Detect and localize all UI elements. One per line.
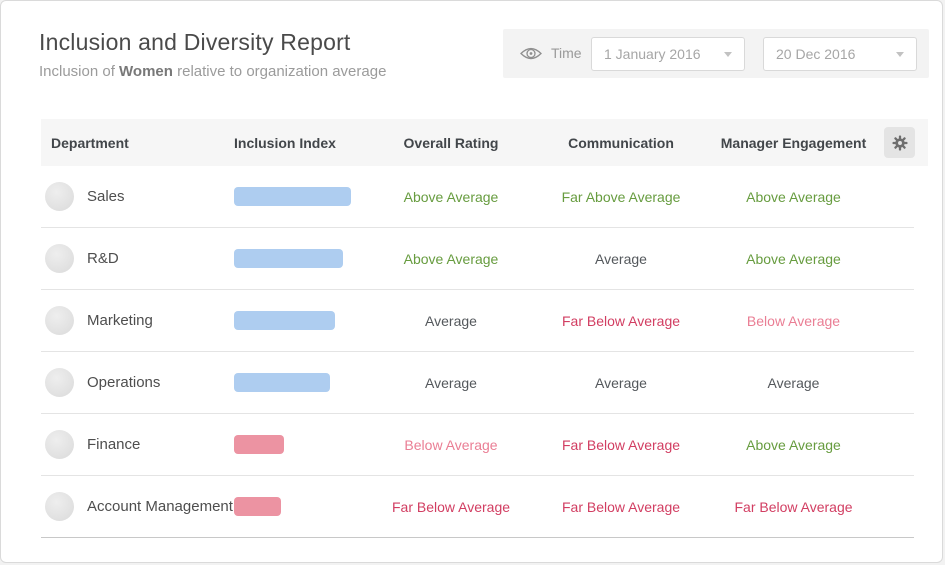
communication-value: Far Below Average <box>561 312 681 329</box>
communication-value: Average <box>595 250 647 267</box>
manager-engagement-value: Above Average <box>746 188 841 205</box>
communication-value: Average <box>595 374 647 391</box>
avatar <box>45 244 74 273</box>
avatar <box>45 306 74 335</box>
title-block: Inclusion and Diversity Report Inclusion… <box>39 29 386 80</box>
manager-engagement-value: Far Below Average <box>734 498 853 515</box>
page-title: Inclusion and Diversity Report <box>39 29 351 55</box>
overall-rating-value: Below Average <box>404 436 498 453</box>
inclusion-index-cell <box>234 311 371 330</box>
column-header-department: Department <box>51 134 129 151</box>
manager-engagement-value: Above Average <box>746 250 841 267</box>
department-cell: Marketing <box>41 306 234 335</box>
table-row[interactable]: Finance Below Average Far Below Average … <box>41 414 914 476</box>
subtitle-prefix: Inclusion of <box>39 63 120 80</box>
overall-rating-value: Far Below Average <box>391 498 511 515</box>
table-row[interactable]: Account Management Far Below Average Far… <box>41 476 914 538</box>
overall-rating-value: Above Average <box>403 250 499 267</box>
column-header-inclusion-index: Inclusion Index <box>234 134 336 151</box>
subtitle-suffix: relative to organization average <box>172 63 387 80</box>
department-cell: Operations <box>41 368 234 397</box>
gear-icon <box>892 135 907 150</box>
avatar <box>45 368 74 397</box>
inclusion-index-cell <box>234 435 371 454</box>
manager-engagement-value: Above Average <box>746 436 841 453</box>
overall-rating-value: Average <box>425 374 477 391</box>
department-name: Finance <box>87 436 141 453</box>
inclusion-index-cell <box>234 497 371 516</box>
eye-icon <box>519 45 543 67</box>
department-name: Account Management <box>87 498 233 515</box>
column-header-communication: Communication <box>568 134 674 151</box>
avatar <box>45 182 74 211</box>
subtitle-group: Women <box>119 63 173 80</box>
inclusion-index-bar <box>234 249 343 268</box>
table-row[interactable]: Operations Average Average Average <box>41 352 914 414</box>
overall-rating-value: Above Average <box>403 188 499 205</box>
inclusion-index-bar <box>234 435 284 454</box>
settings-button[interactable] <box>884 127 915 158</box>
department-cell: Sales <box>41 182 234 211</box>
table-header: Department Inclusion Index Overall Ratin… <box>41 119 928 166</box>
inclusion-index-cell <box>234 373 371 392</box>
department-cell: R&D <box>41 244 234 273</box>
table-row[interactable]: Sales Above Average Far Above Average Ab… <box>41 166 914 228</box>
date-from-value: 1 January 2016 <box>604 46 701 62</box>
manager-engagement-value: Below Average <box>746 312 841 329</box>
table-row[interactable]: Marketing Average Far Below Average Belo… <box>41 290 914 352</box>
communication-value: Far Below Average <box>561 436 681 453</box>
chevron-down-icon <box>724 51 732 57</box>
inclusion-index-bar <box>234 497 281 516</box>
department-name: R&D <box>87 250 119 267</box>
inclusion-index-bar <box>234 373 330 392</box>
manager-engagement-value: Average <box>767 374 820 391</box>
inclusion-index-cell <box>234 249 371 268</box>
date-from-select[interactable]: 1 January 2016 <box>591 37 745 71</box>
avatar <box>45 430 74 459</box>
communication-value: Far Above Average <box>561 188 681 205</box>
inclusion-index-bar <box>234 187 351 206</box>
time-label: Time <box>551 45 582 61</box>
inclusion-index-cell <box>234 187 371 206</box>
communication-value: Far Below Average <box>561 498 681 515</box>
overall-rating-value: Average <box>425 312 477 329</box>
department-cell: Finance <box>41 430 234 459</box>
department-name: Marketing <box>87 312 153 329</box>
avatar <box>45 492 74 521</box>
page-subtitle: Inclusion of Women relative to organizat… <box>39 63 386 80</box>
table-row[interactable]: R&D Above Average Average Above Average <box>41 228 914 290</box>
department-cell: Account Management <box>41 492 234 521</box>
chevron-down-icon <box>896 51 904 57</box>
inclusion-index-bar <box>234 311 335 330</box>
date-to-select[interactable]: 20 Dec 2016 <box>763 37 917 71</box>
column-header-manager-engagement: Manager Engagement <box>720 134 867 151</box>
column-header-overall-rating: Overall Rating <box>403 134 499 151</box>
table-body: Sales Above Average Far Above Average Ab… <box>41 166 914 538</box>
department-name: Operations <box>87 374 161 391</box>
department-name: Sales <box>87 188 125 205</box>
time-filter-bar: Time 1 January 2016 20 Dec 2016 <box>503 29 929 78</box>
date-to-value: 20 Dec 2016 <box>776 46 856 62</box>
